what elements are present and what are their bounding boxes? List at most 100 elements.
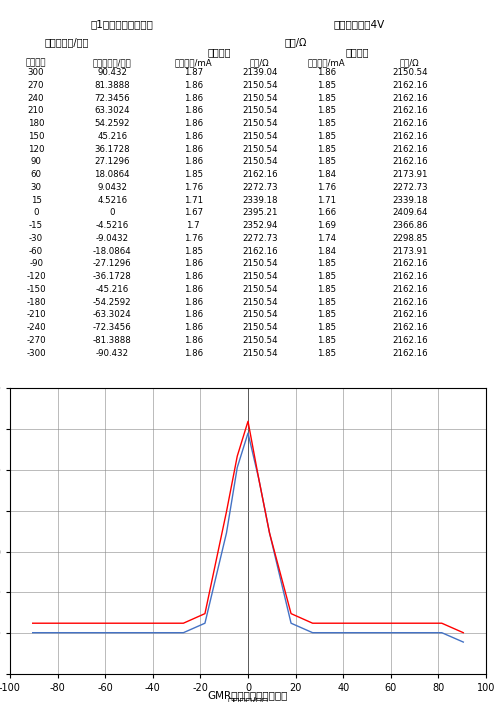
Text: 1.86: 1.86 [184,157,203,166]
Text: 2139.04: 2139.04 [242,68,278,77]
Text: 240: 240 [28,93,44,102]
Text: -54.2592: -54.2592 [93,298,131,307]
Text: 2150.54: 2150.54 [242,93,278,102]
Text: -210: -210 [26,310,46,319]
Text: 1.85: 1.85 [317,310,336,319]
Text: 2150.54: 2150.54 [242,119,278,128]
Text: 2162.16: 2162.16 [392,259,428,268]
Text: -9.0432: -9.0432 [96,234,129,243]
Text: 2150.54: 2150.54 [242,348,278,357]
Text: 2298.85: 2298.85 [392,234,428,243]
Text: 1.86: 1.86 [184,323,203,332]
Text: 1.86: 1.86 [184,119,203,128]
Text: 1.85: 1.85 [317,145,336,154]
Text: -27.1296: -27.1296 [93,259,131,268]
Text: 磁感应强度/高斯: 磁感应强度/高斯 [45,37,89,47]
Text: -72.3456: -72.3456 [93,323,131,332]
Text: 磁阻电流/mA: 磁阻电流/mA [308,58,345,67]
Text: 1.86: 1.86 [184,298,203,307]
Text: 1.85: 1.85 [317,93,336,102]
Text: 励磁电流: 励磁电流 [26,58,46,67]
Text: 磁阻/Ω: 磁阻/Ω [250,58,270,67]
Text: 1.86: 1.86 [184,107,203,115]
Text: 1.85: 1.85 [317,119,336,128]
Text: 1.85: 1.85 [317,132,336,141]
Text: 2162.16: 2162.16 [392,323,428,332]
Text: -18.0864: -18.0864 [93,246,131,256]
Text: 2395.21: 2395.21 [242,208,278,218]
Text: -180: -180 [26,298,46,307]
Text: 磁阻/Ω: 磁阻/Ω [284,37,307,47]
Text: 1.86: 1.86 [184,81,203,90]
Text: 1.86: 1.86 [184,336,203,345]
Text: 2162.16: 2162.16 [392,81,428,90]
Text: 1.84: 1.84 [317,246,336,256]
Text: 2150.54: 2150.54 [242,157,278,166]
Text: 1.85: 1.85 [317,348,336,357]
Text: 60: 60 [31,170,42,179]
Text: -240: -240 [26,323,46,332]
Text: 2339.18: 2339.18 [242,196,278,204]
Text: -63.3024: -63.3024 [93,310,131,319]
Text: 2173.91: 2173.91 [392,170,428,179]
Text: 1.87: 1.87 [184,68,203,77]
Text: 9.0432: 9.0432 [97,183,127,192]
Text: 2173.91: 2173.91 [392,246,428,256]
Text: 4.5216: 4.5216 [97,196,127,204]
Text: -36.1728: -36.1728 [93,272,131,281]
Text: 2150.54: 2150.54 [242,298,278,307]
Text: 1.67: 1.67 [184,208,203,218]
Text: 2162.16: 2162.16 [242,170,278,179]
Text: 150: 150 [28,132,44,141]
Text: 1.85: 1.85 [317,157,336,166]
Text: 30: 30 [31,183,42,192]
Text: 45.216: 45.216 [97,132,127,141]
Text: 1.76: 1.76 [184,183,203,192]
Text: 2150.54: 2150.54 [392,68,428,77]
Text: 1.86: 1.86 [184,272,203,281]
Text: -15: -15 [29,221,43,230]
Text: 2162.16: 2162.16 [392,93,428,102]
Text: 2162.16: 2162.16 [392,348,428,357]
Text: 2162.16: 2162.16 [392,336,428,345]
Text: 1.76: 1.76 [317,183,336,192]
Text: 2162.16: 2162.16 [392,132,428,141]
Text: 0: 0 [110,208,115,218]
Text: 2162.16: 2162.16 [392,119,428,128]
Text: 2150.54: 2150.54 [242,81,278,90]
Text: 0: 0 [33,208,39,218]
Text: -270: -270 [26,336,46,345]
Text: 1.86: 1.86 [184,285,203,294]
Text: -45.216: -45.216 [96,285,129,294]
Text: 1.86: 1.86 [184,132,203,141]
Text: 1.85: 1.85 [317,81,336,90]
Text: -150: -150 [26,285,46,294]
Text: 2150.54: 2150.54 [242,132,278,141]
Text: 1.86: 1.86 [184,310,203,319]
Text: 2272.73: 2272.73 [242,183,278,192]
Text: 90.432: 90.432 [97,68,127,77]
Text: 2162.16: 2162.16 [392,298,428,307]
Text: -300: -300 [26,348,46,357]
Text: 1.86: 1.86 [317,68,336,77]
Text: 300: 300 [28,68,44,77]
Text: 1.86: 1.86 [184,145,203,154]
Text: 1.85: 1.85 [317,298,336,307]
Text: 1.86: 1.86 [184,348,203,357]
Text: 1.85: 1.85 [317,272,336,281]
Text: 1.66: 1.66 [317,208,336,218]
Text: 36.1728: 36.1728 [94,145,130,154]
Text: 15: 15 [31,196,42,204]
Text: 2150.54: 2150.54 [242,272,278,281]
Text: 1.85: 1.85 [317,107,336,115]
Text: 2150.54: 2150.54 [242,285,278,294]
Text: 2162.16: 2162.16 [242,246,278,256]
Text: 2162.16: 2162.16 [392,145,428,154]
Text: 2150.54: 2150.54 [242,107,278,115]
Text: 1.69: 1.69 [317,221,336,230]
Text: 81.3888: 81.3888 [94,81,130,90]
Text: 72.3456: 72.3456 [94,93,130,102]
Text: 2162.16: 2162.16 [392,157,428,166]
Text: 增大磁场: 增大磁场 [346,47,369,57]
Text: -60: -60 [29,246,43,256]
